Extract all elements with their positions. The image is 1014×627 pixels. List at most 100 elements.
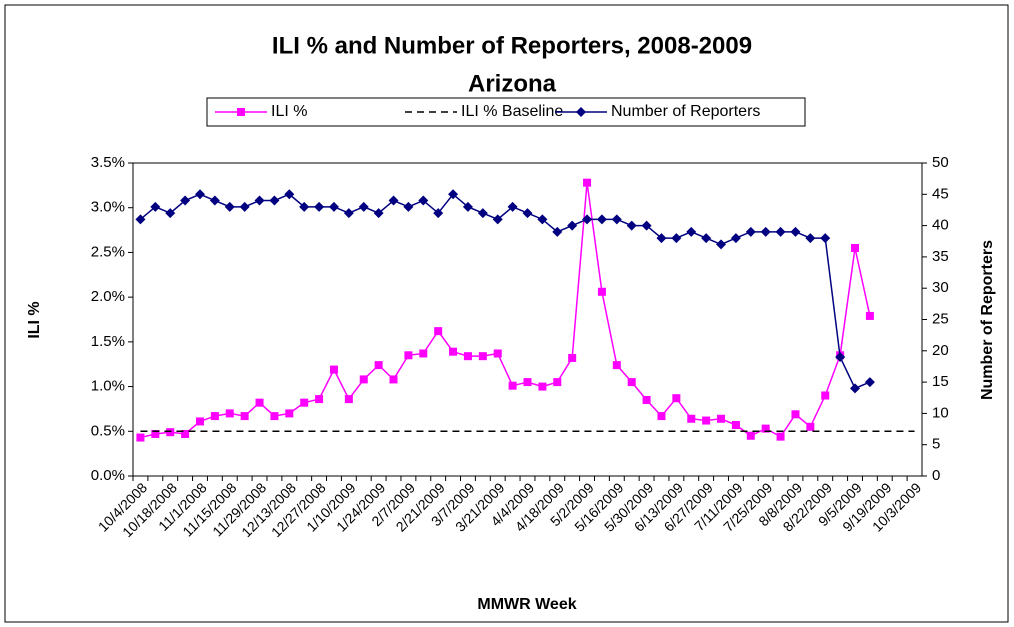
y-tick-label: 0.5%: [91, 422, 125, 439]
data-point: [596, 214, 607, 225]
data-point: [329, 365, 338, 374]
y2-tick-label: 25: [932, 310, 949, 327]
data-point: [641, 220, 652, 231]
data-point: [731, 421, 740, 430]
y2-tick-label: 10: [932, 404, 949, 421]
data-point: [507, 201, 518, 212]
y-tick-label: 3.5%: [91, 154, 125, 171]
data-point: [150, 201, 161, 212]
data-point: [314, 201, 325, 212]
data-point: [642, 395, 651, 404]
y2-axis-title: Number of Reporters: [979, 240, 996, 400]
data-point: [627, 378, 636, 387]
data-point: [239, 201, 250, 212]
data-point: [180, 195, 191, 206]
y-tick-label: 3.0%: [91, 199, 125, 216]
y2-tick-label: 20: [932, 342, 949, 359]
data-point: [254, 195, 265, 206]
data-point: [194, 189, 205, 200]
data-point: [790, 226, 801, 237]
data-point: [418, 195, 429, 206]
data-point: [821, 391, 830, 400]
data-point: [136, 433, 145, 442]
data-point: [493, 349, 502, 358]
data-point: [462, 201, 473, 212]
data-point: [255, 398, 264, 407]
data-point: [806, 422, 815, 431]
legend-marker: [237, 108, 245, 116]
data-point: [611, 214, 622, 225]
data-point: [358, 201, 369, 212]
legend-marker: [576, 107, 586, 117]
data-point: [404, 351, 413, 360]
data-point: [135, 214, 146, 225]
data-point: [552, 226, 563, 237]
data-point: [478, 352, 487, 361]
data-point: [225, 409, 234, 418]
data-point: [508, 381, 517, 390]
y2-tick-label: 40: [932, 217, 949, 234]
data-point: [760, 226, 771, 237]
data-point: [328, 201, 339, 212]
y2-tick-label: 30: [932, 279, 949, 296]
data-point: [745, 226, 756, 237]
data-point: [210, 412, 219, 421]
data-point: [359, 375, 368, 384]
data-point: [463, 352, 472, 361]
data-point: [240, 412, 249, 421]
data-point: [672, 394, 681, 403]
data-point: [626, 220, 637, 231]
data-point: [419, 349, 428, 358]
data-point: [388, 195, 399, 206]
y-tick-label: 1.0%: [91, 378, 125, 395]
data-point: [716, 239, 727, 250]
legend-label: ILI %: [271, 103, 307, 120]
data-point: [657, 412, 666, 421]
y2-tick-label: 50: [932, 154, 949, 171]
data-point: [343, 208, 354, 219]
data-point: [775, 226, 786, 237]
data-point: [776, 432, 785, 441]
data-point: [166, 428, 175, 437]
data-point: [270, 412, 279, 421]
data-point: [209, 195, 220, 206]
data-point: [567, 220, 578, 231]
y2-tick-label: 45: [932, 185, 949, 202]
data-point: [373, 208, 384, 219]
data-point: [285, 409, 294, 418]
data-point: [612, 361, 621, 370]
data-point: [850, 383, 861, 394]
data-point: [523, 378, 532, 387]
y2-tick-label: 15: [932, 373, 949, 390]
data-point: [538, 382, 547, 391]
data-point: [791, 410, 800, 419]
data-point: [701, 233, 712, 244]
y-axis-title: ILI %: [26, 301, 43, 338]
legend-label: ILI % Baseline: [461, 103, 563, 120]
data-point: [224, 201, 235, 212]
data-point: [315, 395, 324, 404]
y-tick-label: 2.5%: [91, 243, 125, 260]
data-point: [449, 347, 458, 356]
data-point: [269, 195, 280, 206]
data-point: [344, 395, 353, 404]
data-point: [582, 214, 593, 225]
data-point: [805, 233, 816, 244]
data-point: [553, 378, 562, 387]
x-axis-title: MMWR Week: [477, 596, 576, 613]
data-point: [195, 417, 204, 426]
data-point: [702, 416, 711, 425]
legend-box: [206, 97, 806, 127]
y2-tick-label: 5: [932, 436, 940, 453]
data-point: [522, 208, 533, 219]
data-point: [181, 429, 190, 438]
data-point: [299, 201, 310, 212]
data-point: [284, 189, 295, 200]
y-tick-label: 0.0%: [91, 467, 125, 484]
data-point: [389, 375, 398, 384]
data-point: [687, 414, 696, 423]
data-point: [865, 311, 874, 320]
data-point: [597, 287, 606, 296]
data-point: [300, 398, 309, 407]
